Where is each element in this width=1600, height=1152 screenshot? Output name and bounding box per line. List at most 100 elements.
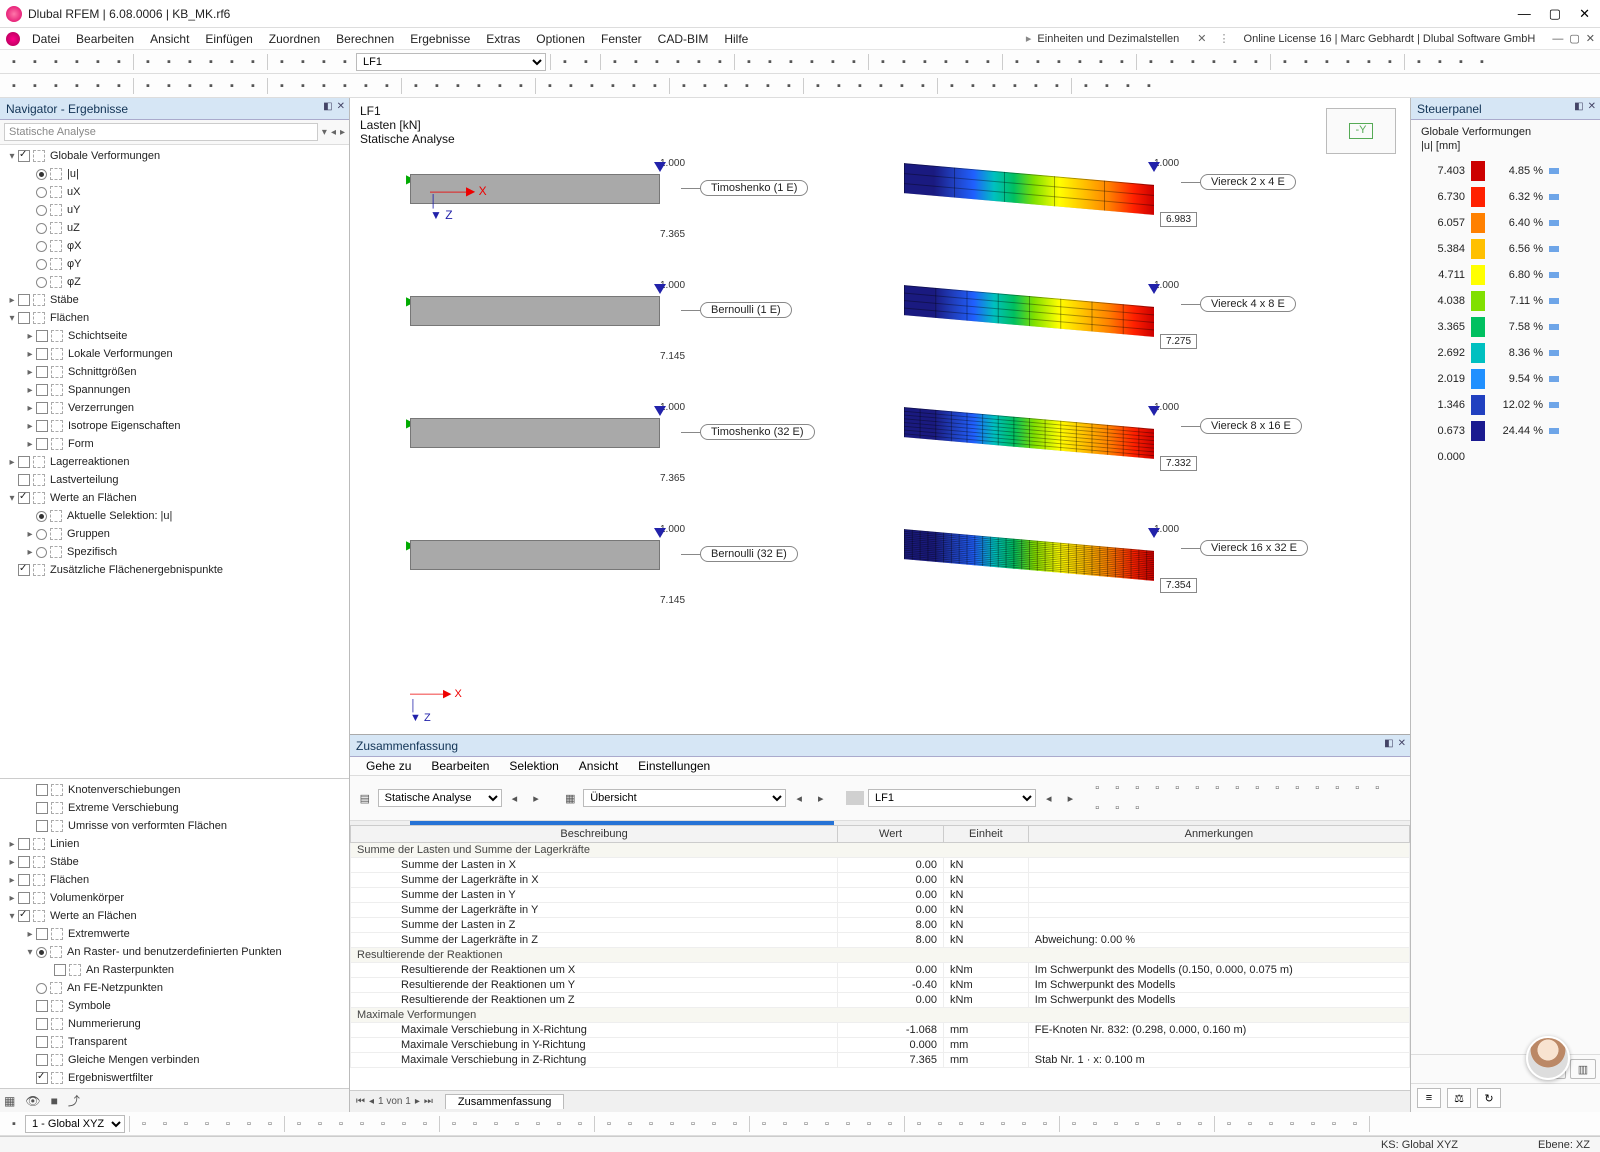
toolbar-button[interactable]: ▫ bbox=[754, 1114, 774, 1134]
checkbox[interactable] bbox=[36, 802, 48, 814]
toolbar-button[interactable]: ▪ bbox=[674, 76, 694, 96]
prev-icon[interactable]: ◂ bbox=[331, 127, 336, 138]
radio[interactable] bbox=[36, 947, 47, 958]
toolbar-button[interactable]: ▪ bbox=[1409, 52, 1429, 72]
toolbar-button[interactable]: ▫ bbox=[683, 1114, 703, 1134]
checkbox[interactable] bbox=[18, 492, 30, 504]
toolbar-button[interactable]: ▪ bbox=[1070, 52, 1090, 72]
tree-row[interactable]: φZ bbox=[0, 273, 349, 291]
summary-tool-button[interactable]: ▫ bbox=[1147, 778, 1167, 798]
tab-eye-icon[interactable]: 👁 bbox=[25, 1094, 40, 1108]
toolbar-button[interactable]: ▪ bbox=[511, 76, 531, 96]
tree-row[interactable]: Symbole bbox=[0, 997, 349, 1015]
toolbar-button[interactable]: ▪ bbox=[243, 52, 263, 72]
toolbar-button[interactable]: ▫ bbox=[930, 1114, 950, 1134]
summary-table[interactable]: BeschreibungWertEinheitAnmerkungenSumme … bbox=[350, 825, 1410, 1090]
toolbar-button[interactable]: ▪ bbox=[760, 52, 780, 72]
summary-menu-item[interactable]: Ansicht bbox=[569, 757, 628, 775]
tree-row[interactable]: ▾Flächen bbox=[0, 309, 349, 327]
toolbar-button[interactable]: ▪ bbox=[829, 76, 849, 96]
tree-row[interactable]: Extreme Verschiebung bbox=[0, 799, 349, 817]
summary-menu-item[interactable]: Selektion bbox=[499, 757, 568, 775]
toolbar-button[interactable]: ▪ bbox=[4, 1114, 24, 1134]
toolbar-button[interactable]: ▪ bbox=[695, 76, 715, 96]
checkbox[interactable] bbox=[18, 150, 30, 162]
radio[interactable] bbox=[36, 223, 47, 234]
toolbar-button[interactable]: ▪ bbox=[272, 52, 292, 72]
toolbar-button[interactable]: ▫ bbox=[599, 1114, 619, 1134]
toolbar-button[interactable]: ▪ bbox=[936, 52, 956, 72]
toolbar-button[interactable]: ▪ bbox=[427, 76, 447, 96]
summary-tool-button[interactable]: ▫ bbox=[1267, 778, 1287, 798]
cp-tab-refresh-icon[interactable]: ↻ bbox=[1477, 1088, 1501, 1108]
toolbar-button[interactable]: ▫ bbox=[155, 1114, 175, 1134]
pin-icon[interactable]: ◧ bbox=[1384, 738, 1393, 749]
orientation-cube[interactable]: -Y bbox=[1326, 108, 1396, 154]
toolbar-button[interactable]: ▪ bbox=[1112, 52, 1132, 72]
toolbar-button[interactable]: ▪ bbox=[406, 76, 426, 96]
summary-tool-button[interactable]: ▫ bbox=[1087, 778, 1107, 798]
toolbar-button[interactable]: ▪ bbox=[448, 76, 468, 96]
toolbar-button[interactable]: ▪ bbox=[1005, 76, 1025, 96]
toolbar-button[interactable]: ▫ bbox=[1261, 1114, 1281, 1134]
toolbar-button[interactable]: ▪ bbox=[1028, 52, 1048, 72]
cs-selector[interactable]: 1 - Global XYZ bbox=[25, 1115, 125, 1133]
prev-icon[interactable]: ◂ bbox=[1040, 788, 1058, 808]
filter-icon[interactable]: ▤ bbox=[356, 788, 374, 808]
summary-tool-button[interactable]: ▫ bbox=[1307, 778, 1327, 798]
tree-row[interactable]: ▸Lokale Verformungen bbox=[0, 345, 349, 363]
analysis-combo[interactable]: Statische Analyse bbox=[378, 789, 502, 807]
toolbar-button[interactable]: ▫ bbox=[620, 1114, 640, 1134]
tree-row[interactable]: ▸Stäbe bbox=[0, 853, 349, 871]
toolbar-button[interactable]: ▪ bbox=[1472, 52, 1492, 72]
toolbar-button[interactable]: ▫ bbox=[289, 1114, 309, 1134]
toolbar-button[interactable]: ▪ bbox=[1097, 76, 1117, 96]
toolbar-button[interactable]: ▫ bbox=[415, 1114, 435, 1134]
view-icon[interactable]: ▦ bbox=[562, 788, 580, 808]
toolbar-button[interactable]: ▪ bbox=[469, 76, 489, 96]
summary-tab[interactable]: Zusammenfassung bbox=[445, 1094, 565, 1109]
checkbox[interactable] bbox=[36, 784, 48, 796]
toolbar-button[interactable]: ▪ bbox=[668, 52, 688, 72]
summary-tool-button[interactable]: ▫ bbox=[1347, 778, 1367, 798]
prev-icon[interactable]: ◂ bbox=[369, 1096, 374, 1107]
toolbar-button[interactable]: ▪ bbox=[1139, 76, 1159, 96]
close-notice-icon[interactable]: ✕ bbox=[1193, 32, 1210, 45]
toolbar-button[interactable]: ▪ bbox=[293, 76, 313, 96]
toolbar-button[interactable]: ▪ bbox=[626, 52, 646, 72]
toolbar-button[interactable]: ▪ bbox=[844, 52, 864, 72]
toolbar-button[interactable]: ▫ bbox=[260, 1114, 280, 1134]
search-input[interactable] bbox=[4, 123, 318, 141]
toolbar-button[interactable]: ▫ bbox=[662, 1114, 682, 1134]
toolbar-button[interactable]: ▪ bbox=[67, 52, 87, 72]
toolbar-button[interactable]: ▫ bbox=[704, 1114, 724, 1134]
checkbox[interactable] bbox=[36, 402, 48, 414]
checkbox[interactable] bbox=[36, 330, 48, 342]
toolbar-button[interactable]: ▫ bbox=[972, 1114, 992, 1134]
tab-line-icon[interactable]: ⤴ bbox=[68, 1092, 80, 1109]
toolbar-button[interactable]: ▪ bbox=[180, 76, 200, 96]
toolbar-button[interactable]: ▫ bbox=[1064, 1114, 1084, 1134]
tree-row[interactable]: An FE-Netzpunkten bbox=[0, 979, 349, 997]
toolbar-button[interactable]: ▪ bbox=[4, 76, 24, 96]
checkbox[interactable] bbox=[18, 564, 30, 576]
toolbar-button[interactable]: ▫ bbox=[1148, 1114, 1168, 1134]
tree-row[interactable]: ▸Lagerreaktionen bbox=[0, 453, 349, 471]
toolbar-button[interactable]: ▫ bbox=[310, 1114, 330, 1134]
summary-tool-button[interactable]: ▫ bbox=[1287, 778, 1307, 798]
close-panel-icon[interactable]: ✕ bbox=[337, 101, 345, 112]
toolbar-button[interactable]: ▫ bbox=[1127, 1114, 1147, 1134]
checkbox[interactable] bbox=[18, 874, 30, 886]
toolbar-button[interactable]: ▫ bbox=[796, 1114, 816, 1134]
dropdown-icon[interactable]: ▾ bbox=[322, 127, 327, 138]
toolbar-button[interactable]: ▪ bbox=[159, 52, 179, 72]
toolbar-button[interactable]: ▪ bbox=[25, 76, 45, 96]
toolbar-button[interactable]: ▫ bbox=[528, 1114, 548, 1134]
toolbar-button[interactable]: ▪ bbox=[88, 52, 108, 72]
tree-row[interactable]: Nummerierung bbox=[0, 1015, 349, 1033]
toolbar-button[interactable]: ▪ bbox=[180, 52, 200, 72]
radio[interactable] bbox=[36, 511, 47, 522]
summary-menu-item[interactable]: Gehe zu bbox=[356, 757, 421, 775]
toolbar-button[interactable]: ▫ bbox=[394, 1114, 414, 1134]
toolbar-button[interactable]: ▪ bbox=[201, 52, 221, 72]
